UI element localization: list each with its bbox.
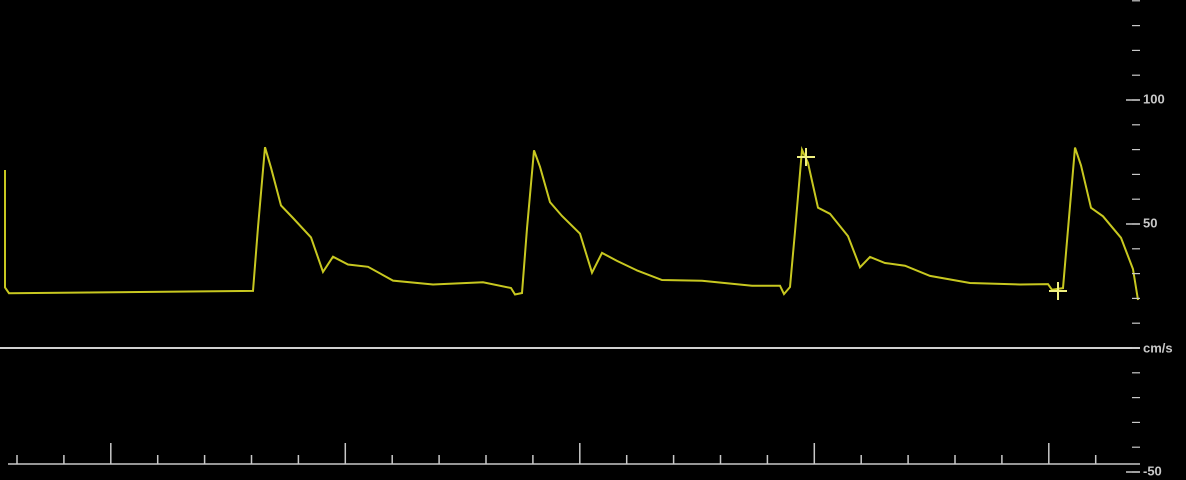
scale-label: 50	[1143, 215, 1157, 230]
spectrum-fill	[5, 147, 1138, 335]
unit-label: cm/s	[1143, 340, 1173, 355]
scale-label: -50	[1143, 463, 1162, 478]
scale: 100 50 -50	[8, 0, 1165, 478]
caliper-marker	[1049, 282, 1067, 300]
envelope-trace	[4, 145, 1139, 301]
spectral-waveform	[4, 145, 1139, 335]
caliper-marker	[797, 148, 815, 166]
scale-label: 100	[1143, 91, 1165, 106]
